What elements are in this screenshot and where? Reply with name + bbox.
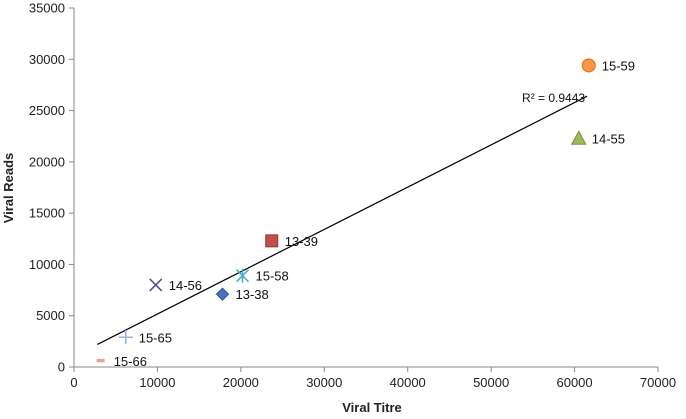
data-point-13-38: [215, 287, 230, 301]
x-tick-label: 30000: [306, 375, 342, 390]
y-tick-label: 35000: [29, 1, 65, 16]
data-point-13-39: [265, 234, 279, 248]
data-label-13-38: 13-38: [236, 287, 269, 302]
x-tick-label: 20000: [223, 375, 259, 390]
x-tick-label: 50000: [473, 375, 509, 390]
y-tick-label: 20000: [29, 154, 65, 169]
data-label-15-59: 15-59: [602, 58, 635, 73]
data-label-15-58: 15-58: [256, 269, 289, 284]
data-point-15-58: [235, 268, 250, 283]
data-point-14-55: [570, 130, 587, 145]
data-label-15-65: 15-65: [139, 330, 172, 345]
x-tick-label: 60000: [556, 375, 592, 390]
data-label-14-56: 14-56: [169, 278, 202, 293]
data-label-15-66: 15-66: [114, 354, 147, 369]
y-tick-label: 25000: [29, 103, 65, 118]
y-axis-title: Viral Reads: [1, 153, 16, 224]
x-tick-label: 10000: [139, 375, 175, 390]
data-label-14-55: 14-55: [592, 131, 625, 146]
y-tick-label: 30000: [29, 52, 65, 67]
data-label-13-39: 13-39: [285, 234, 318, 249]
y-tick-label: 5000: [36, 308, 65, 323]
x-tick-label: 70000: [640, 375, 676, 390]
data-point-14-56: [149, 278, 163, 292]
data-point-15-66: [96, 358, 105, 363]
plot-area: 0 10000 20000 30000 40000 50000 60000 70000 0 500…: [29, 1, 676, 391]
y-tick-label: 15000: [29, 206, 65, 221]
x-axis-title: Viral Titre: [342, 400, 402, 415]
y-tick-label: 10000: [29, 257, 65, 272]
trendline: [97, 95, 588, 345]
x-tick-label: 0: [70, 375, 77, 390]
data-point-15-65: [118, 330, 133, 345]
y-tick-label: 0: [58, 360, 65, 375]
data-point-15-59: [581, 58, 596, 73]
r-squared-label: R² = 0.9443: [522, 91, 585, 105]
x-tick-label: 40000: [390, 375, 426, 390]
